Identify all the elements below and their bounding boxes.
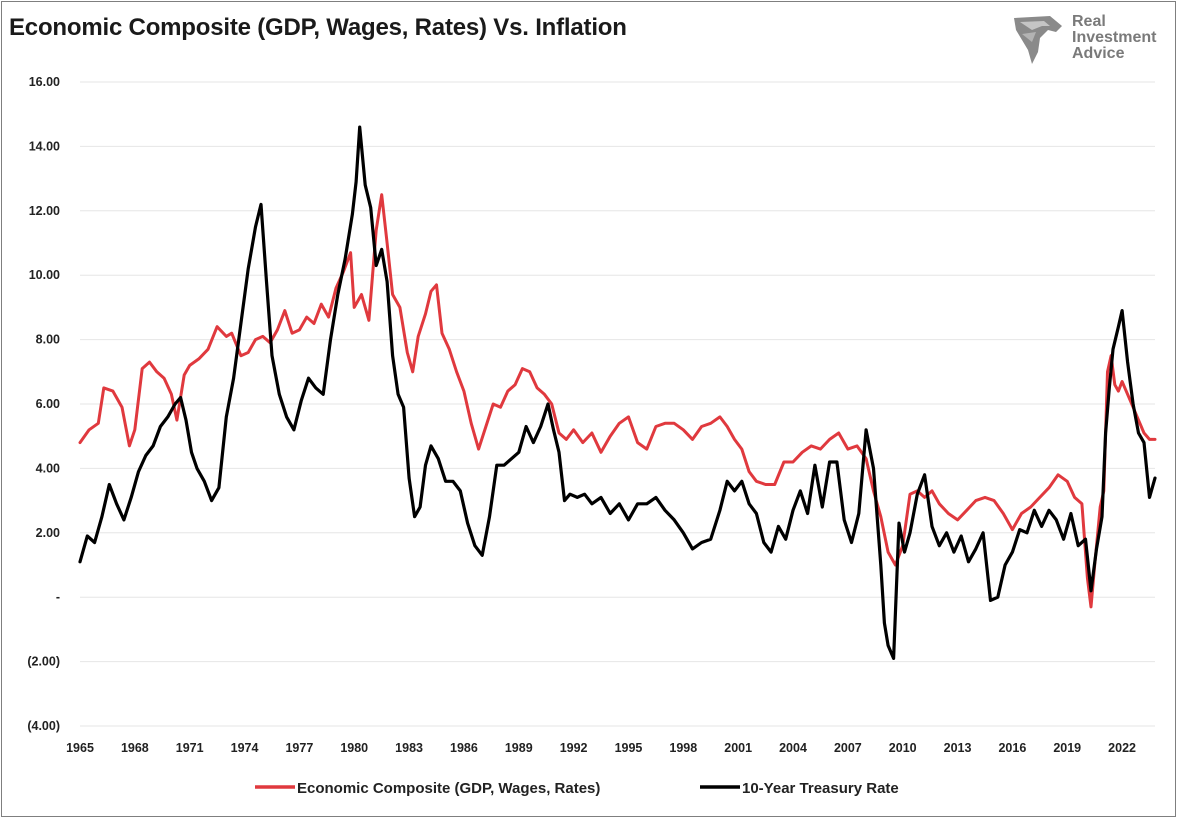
x-tick-label: 2022	[1108, 741, 1136, 755]
x-tick-label: 2004	[779, 741, 807, 755]
y-tick-label: 10.00	[29, 268, 60, 282]
x-tick-label: 1968	[121, 741, 149, 755]
brand-name: Real Investment Advice	[1072, 14, 1156, 62]
x-tick-label: 1986	[450, 741, 478, 755]
legend: Economic Composite (GDP, Wages, Rates) 10…	[255, 780, 899, 797]
x-tick-label: 1977	[285, 741, 313, 755]
y-tick-label: 12.00	[29, 204, 60, 218]
brand-logo: Real Investment Advice	[1010, 12, 1170, 68]
x-tick-label: 1998	[669, 741, 697, 755]
x-tick-label: 1965	[66, 741, 94, 755]
x-tick-label: 1992	[560, 741, 588, 755]
y-tick-label: 4.00	[36, 461, 60, 475]
x-tick-label: 2010	[889, 741, 917, 755]
y-tick-label: 14.00	[29, 139, 60, 153]
x-tick-label: 2007	[834, 741, 862, 755]
legend-label: 10-Year Treasury Rate	[742, 780, 899, 797]
y-tick-label: (2.00)	[27, 655, 60, 669]
y-tick-label: 2.00	[36, 526, 60, 540]
y-tick-label: 8.00	[36, 333, 60, 347]
x-tick-label: 1971	[176, 741, 204, 755]
y-axis-tick-labels: (4.00) (2.00) - 2.00 4.00 6.00 8.00 10.00 12.00 1…	[27, 75, 60, 733]
legend-label: Economic Composite (GDP, Wages, Rates)	[297, 780, 600, 797]
brand-line-2: Investment	[1072, 29, 1157, 46]
gridlines	[80, 81, 1155, 727]
brand-line-1: Real	[1072, 13, 1106, 30]
y-tick-label: (4.00)	[27, 719, 60, 733]
x-tick-label: 2001	[724, 741, 752, 755]
y-tick-label: 16.00	[29, 75, 60, 89]
series-lines	[78, 125, 1157, 660]
series-line-composite	[78, 193, 1157, 609]
x-tick-label: 1995	[615, 741, 643, 755]
eagle-head-icon	[1014, 16, 1062, 64]
x-tick-label: 1974	[231, 741, 259, 755]
x-tick-label: 2016	[998, 741, 1026, 755]
x-tick-label: 2013	[944, 741, 972, 755]
chart-title: Economic Composite (GDP, Wages, Rates) V…	[9, 14, 627, 41]
x-tick-label: 1989	[505, 741, 533, 755]
series-line-treasury	[78, 125, 1157, 660]
y-tick-label: -	[56, 590, 60, 604]
brand-line-3: Advice	[1072, 45, 1125, 62]
y-tick-label: 6.00	[36, 397, 60, 411]
x-tick-label: 1980	[340, 741, 368, 755]
x-axis-tick-labels: 1965 1968 1971 1974 1977 1980 1983 1986 1989 1992…	[66, 741, 1136, 755]
x-tick-label: 1983	[395, 741, 423, 755]
x-tick-label: 2019	[1053, 741, 1081, 755]
